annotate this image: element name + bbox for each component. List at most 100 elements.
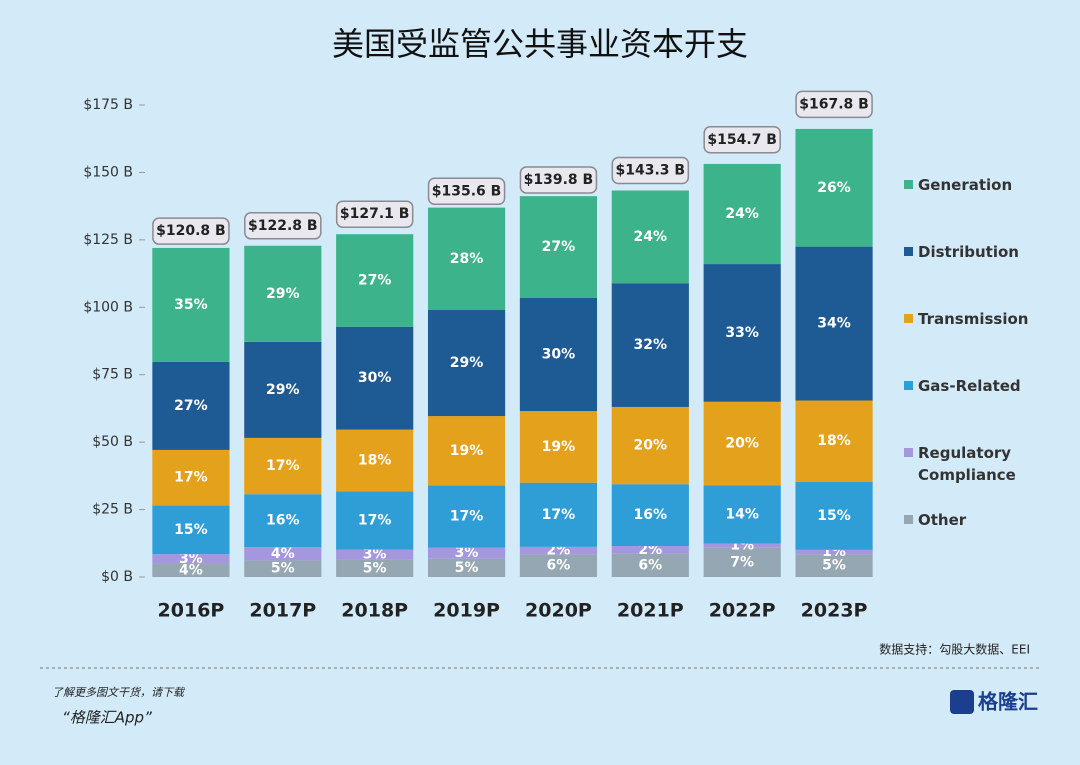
x-tick-label: 2018P (341, 600, 408, 622)
legend-label: Generation (918, 176, 1013, 194)
bar-segment (519, 554, 598, 577)
legend-label: Transmission (918, 310, 1029, 328)
source: 数据支持：勾股大数据、EEI (879, 642, 1030, 657)
bar-segment (795, 400, 873, 482)
bar-segment (519, 482, 598, 547)
bar-segment (152, 563, 230, 577)
total-label: $143.3 B (616, 162, 686, 178)
bar-segment (336, 491, 414, 550)
bar-segment (795, 128, 873, 247)
segment-label: 27% (174, 398, 208, 414)
legend-swatch (904, 314, 913, 323)
legend-swatch (904, 247, 913, 256)
bar-segment (519, 196, 598, 298)
x-tick-label: 2020P (525, 600, 592, 622)
bar-segment (244, 560, 322, 577)
bar-segment (336, 326, 414, 430)
bar-segment (611, 553, 689, 577)
segment-label: 17% (174, 470, 208, 486)
bar-segment (611, 283, 689, 407)
segment-label: 18% (358, 452, 392, 468)
total-box (427, 177, 506, 206)
bar-segment (427, 558, 506, 577)
bar-segment (703, 401, 781, 486)
legend-swatch (904, 515, 913, 524)
bar-segment (427, 416, 506, 486)
segment-label: 16% (266, 513, 300, 529)
y-tick-label: $125 B (83, 232, 133, 248)
bar-segment (519, 546, 598, 555)
total-label: $154.7 B (707, 132, 777, 148)
segment-label: 5% (455, 560, 479, 576)
bar-segment (795, 554, 873, 577)
bar-segment (519, 297, 598, 412)
y-tick-label: $25 B (92, 502, 133, 518)
legend-item: Regulatory Compliance (904, 442, 1038, 486)
segment-label: 24% (634, 229, 668, 245)
x-tick-label: 2022P (709, 600, 776, 622)
legend-label: Regulatory Compliance (918, 444, 1016, 484)
logo-icon (950, 690, 974, 714)
bar-segment (427, 485, 506, 548)
segment-label: 17% (450, 509, 484, 525)
bar-segment (152, 361, 230, 450)
total-box (519, 166, 598, 194)
segment-label: 20% (725, 435, 759, 451)
bar-segment (152, 247, 230, 362)
segment-label: 29% (266, 286, 300, 302)
bar-segment (152, 505, 230, 555)
segment-label: 5% (271, 561, 295, 577)
total-box (244, 212, 322, 240)
x-tick-label: 2021P (617, 600, 684, 622)
bar-segment (611, 406, 689, 485)
segment-label: 17% (358, 512, 392, 528)
chart-title: 美国受监管公共事业资本开支 (332, 25, 748, 63)
segment-label: 34% (817, 316, 851, 332)
total-box (795, 90, 873, 119)
segment-label: 6% (547, 558, 571, 574)
legend-item: Gas-Related (904, 375, 1038, 397)
bar-segment (244, 437, 322, 495)
bar-segment (152, 449, 230, 506)
legend-swatch (904, 180, 913, 189)
segment-label: 3% (179, 551, 203, 567)
footer-line2: “格隆汇App” (62, 709, 152, 727)
legend-swatch (904, 381, 913, 390)
bar-segment (336, 234, 414, 327)
segment-label: 18% (817, 433, 851, 449)
footer-line1: 了解更多图文干货，请下载 (52, 686, 186, 699)
total-label: $135.6 B (432, 183, 502, 199)
segment-label: 15% (174, 522, 208, 538)
bar-segment (244, 494, 322, 548)
bar-segment (244, 547, 322, 561)
bar-segment (336, 549, 414, 560)
y-tick-label: $175 B (83, 97, 133, 113)
bar-segment (336, 559, 414, 577)
segment-label: 4% (179, 562, 203, 578)
segment-label: 19% (542, 439, 576, 455)
total-label: $167.8 B (799, 96, 869, 112)
bar-segment (611, 484, 689, 547)
segment-label: 7% (730, 554, 754, 570)
segment-label: 5% (363, 560, 387, 576)
bar-segment (795, 246, 873, 401)
legend-label: Distribution (918, 243, 1019, 261)
segment-label: 17% (542, 507, 576, 523)
bar-segment (519, 411, 598, 483)
bar-segment (244, 245, 322, 342)
segment-label: 30% (358, 370, 392, 386)
bar-segment (427, 207, 506, 311)
bar-segment (152, 554, 230, 564)
y-tick-label: $0 B (101, 569, 133, 585)
legend-label: Gas-Related (918, 377, 1021, 395)
y-tick-label: $100 B (83, 299, 133, 315)
legend-item: Distribution (904, 241, 1038, 263)
segment-label: 27% (358, 272, 392, 288)
segment-label: 29% (266, 382, 300, 398)
segment-label: 33% (725, 325, 759, 341)
bar-segment (703, 543, 781, 548)
segment-label: 35% (174, 297, 208, 313)
segment-label: 27% (542, 239, 576, 255)
